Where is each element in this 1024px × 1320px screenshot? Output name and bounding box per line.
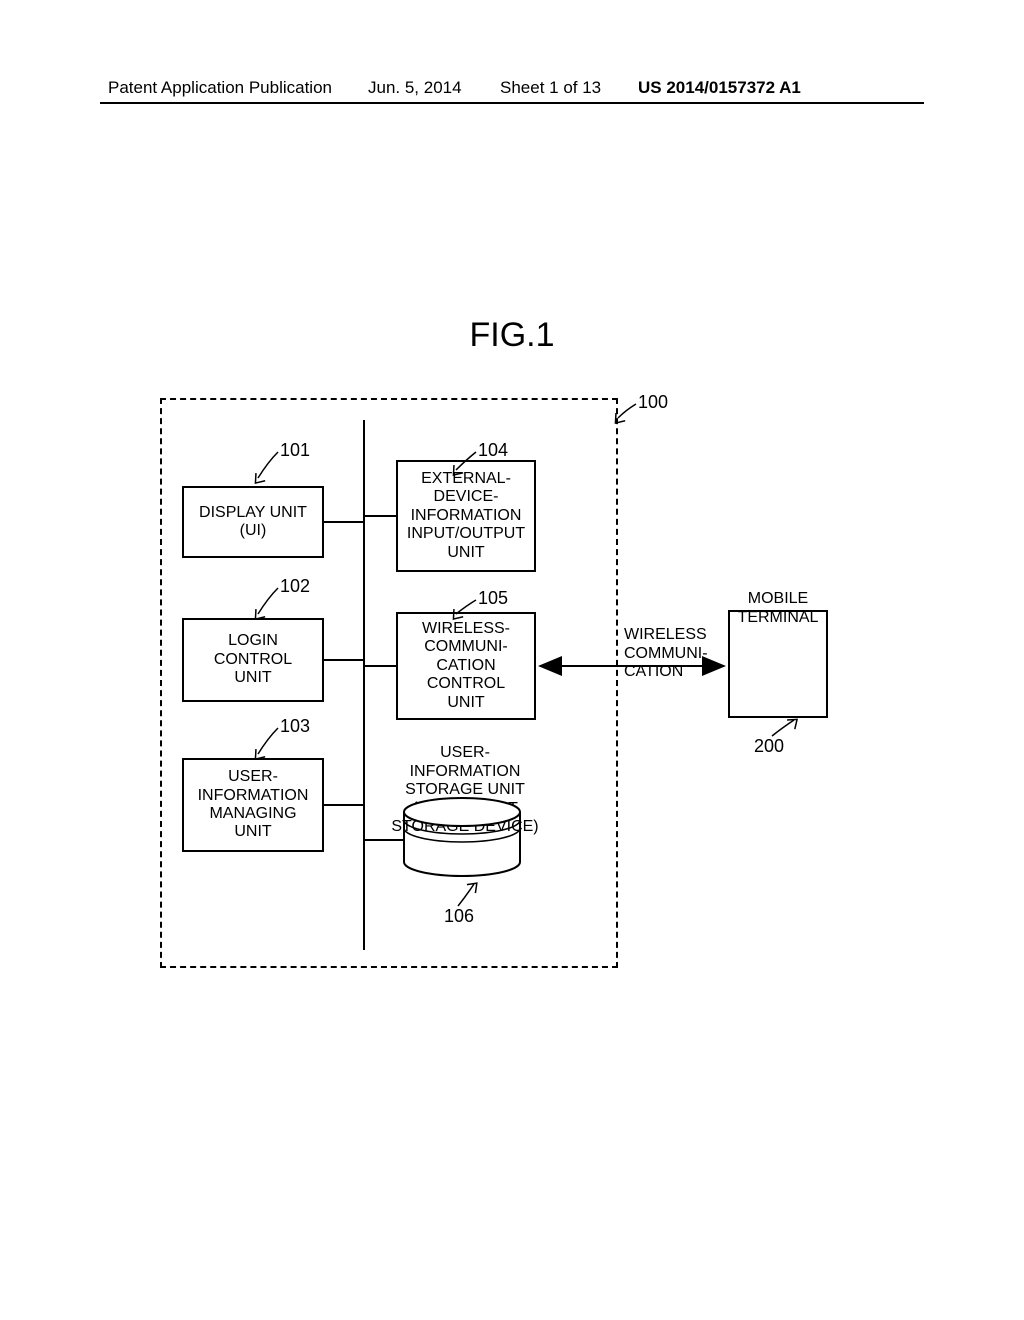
sheet-number: Sheet 1 of 13 [500, 78, 601, 98]
storage-label: USER-INFORMATION STORAGE UNIT (PERMANENT… [390, 726, 540, 836]
block-label: DISPLAY UNIT (UI) [199, 504, 307, 541]
ref-101: 101 [280, 440, 310, 461]
block-label: WIRELESS- COMMUNI- CATION CONTROL UNIT [422, 620, 510, 712]
header-rule [100, 102, 924, 104]
label-wireless-communication: WIRELESS COMMUNI- CATION [624, 608, 724, 682]
publication-number: US 2014/0157372 A1 [638, 78, 801, 98]
block-user-info-managing: USER- INFORMATION MANAGING UNIT [182, 758, 324, 852]
storage-label-text: USER-INFORMATION STORAGE UNIT (PERMANENT… [391, 744, 538, 835]
ref-105: 105 [478, 588, 508, 609]
block-label: LOGIN CONTROL UNIT [214, 632, 292, 687]
ref-103: 103 [280, 716, 310, 737]
block-display-unit: DISPLAY UNIT (UI) [182, 486, 324, 558]
ref-102: 102 [280, 576, 310, 597]
block-label: EXTERNAL- DEVICE- INFORMATION INPUT/OUTP… [407, 470, 525, 562]
label-mobile-terminal: MOBILE TERMINAL [720, 572, 836, 627]
ref-106: 106 [444, 906, 474, 927]
block-label: USER- INFORMATION MANAGING UNIT [198, 768, 309, 842]
publication-type: Patent Application Publication [108, 78, 332, 98]
block-wireless-comm-control: WIRELESS- COMMUNI- CATION CONTROL UNIT [396, 612, 536, 720]
label-text: MOBILE TERMINAL [738, 590, 819, 625]
block-external-device-io: EXTERNAL- DEVICE- INFORMATION INPUT/OUTP… [396, 460, 536, 572]
ref-200: 200 [754, 736, 784, 757]
block-login-control: LOGIN CONTROL UNIT [182, 618, 324, 702]
ref-104: 104 [478, 440, 508, 461]
ref-100: 100 [638, 392, 668, 413]
label-text: WIRELESS COMMUNI- CATION [624, 626, 708, 680]
publication-date: Jun. 5, 2014 [368, 78, 462, 98]
figure-title: FIG.1 [0, 316, 1024, 355]
